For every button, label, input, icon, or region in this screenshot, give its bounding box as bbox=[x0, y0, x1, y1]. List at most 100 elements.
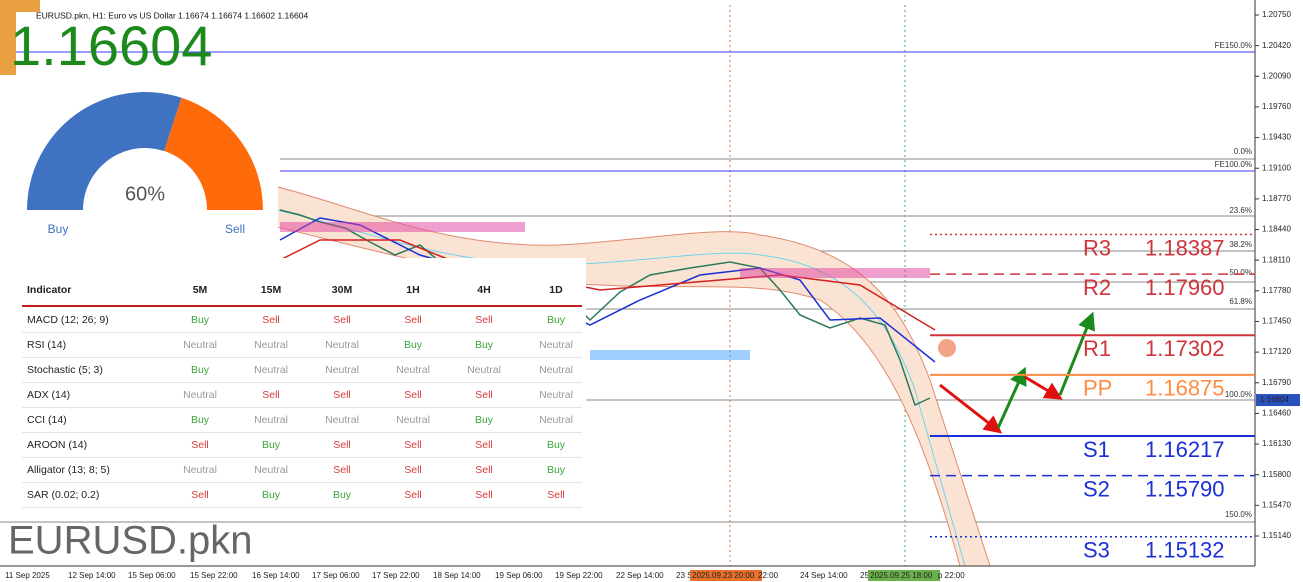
time-label: 2025.09.23 20:00 bbox=[692, 571, 755, 580]
time-label: 17 Sep 22:00 bbox=[372, 571, 420, 580]
signal-cell: Buy bbox=[547, 439, 566, 451]
tick-label: 1.19760 bbox=[1262, 102, 1291, 111]
gauge bbox=[27, 91, 263, 210]
time-label: 23 S bbox=[676, 571, 692, 580]
signal-cell: Neutral bbox=[539, 414, 573, 426]
signal-cell: Neutral bbox=[539, 389, 573, 401]
signal-cell: Buy bbox=[475, 339, 494, 351]
signal-cell: Sell bbox=[333, 314, 351, 326]
gauge-sell bbox=[164, 97, 263, 210]
signal-cell: Buy bbox=[547, 314, 566, 326]
signal-cell: Sell bbox=[547, 489, 565, 501]
time-label: 24 Sep 14:00 bbox=[800, 571, 848, 580]
time-highlight bbox=[868, 570, 940, 581]
indicator-name: RSI (14) bbox=[27, 339, 66, 351]
signal-cell: Neutral bbox=[325, 364, 359, 376]
corner bbox=[0, 0, 40, 75]
pivot-name: PP bbox=[1083, 376, 1112, 401]
time-label: 22 Sep 14:00 bbox=[616, 571, 664, 580]
marker bbox=[938, 339, 956, 357]
tick-label: 1.19430 bbox=[1262, 133, 1291, 142]
indicator-name: ADX (14) bbox=[27, 389, 70, 401]
zone bbox=[590, 350, 750, 360]
pivot-name: S2 bbox=[1083, 476, 1110, 501]
pivot-value: 1.18387 bbox=[1145, 235, 1225, 260]
table-panel bbox=[10, 258, 586, 510]
indicator-name: MACD (12; 26; 9) bbox=[27, 314, 109, 326]
fib-label: FE100.0% bbox=[1215, 160, 1252, 169]
signal-cell: Buy bbox=[404, 339, 423, 351]
price-axis: 1.20750 1.20420 1.20090 1.19760 1.19430 1.191… bbox=[1255, 10, 1300, 540]
fib-label: 38.2% bbox=[1229, 240, 1252, 249]
signal-cell: Sell bbox=[333, 464, 351, 476]
signal-cell: Sell bbox=[333, 439, 351, 451]
signal-cell: Neutral bbox=[325, 339, 359, 351]
buy-label: Buy bbox=[48, 222, 69, 236]
tick-label: 1.18440 bbox=[1262, 225, 1291, 234]
fib-labels: FE150.0% FE100.0% 0.0% 23.6% 38.2% 50.0% 61.8%… bbox=[1215, 41, 1252, 519]
pivot-value: 1.16217 bbox=[1145, 437, 1225, 462]
current-price-box bbox=[1256, 394, 1300, 407]
indicator-table: Indicator 5M 15M 30M 1H 4H 1D MACD (12; 26; 9) B… bbox=[22, 284, 582, 508]
table-header: 5M bbox=[193, 284, 208, 296]
signal-cell: Neutral bbox=[396, 414, 430, 426]
signal-cell: Sell bbox=[262, 389, 280, 401]
arrow bbox=[996, 366, 1027, 429]
signal-cell: Sell bbox=[404, 489, 422, 501]
pivot-value: 1.17302 bbox=[1145, 336, 1225, 361]
signal-cell: Buy bbox=[333, 489, 352, 501]
tick-label: 1.15140 bbox=[1262, 531, 1291, 540]
gauge-buy bbox=[27, 91, 182, 210]
signal-cell: Neutral bbox=[254, 364, 288, 376]
indicator-name: Alligator (13; 8; 5) bbox=[27, 464, 110, 476]
signal-cell: Sell bbox=[191, 439, 209, 451]
indicator-name: Stochastic (5; 3) bbox=[27, 364, 103, 376]
signal-cell: Buy bbox=[191, 364, 210, 376]
pivot-value: 1.15790 bbox=[1145, 476, 1225, 501]
time-label: 19 Sep 06:00 bbox=[495, 571, 543, 580]
fib-label: 23.6% bbox=[1229, 206, 1252, 215]
tick-label: 1.16790 bbox=[1262, 378, 1291, 387]
time-label: 22:00 bbox=[758, 571, 779, 580]
zone bbox=[280, 222, 525, 232]
pivot-value: 1.17960 bbox=[1145, 275, 1225, 300]
fib-label: 150.0% bbox=[1225, 510, 1252, 519]
time-label: 15 Sep 22:00 bbox=[190, 571, 238, 580]
fib-label: FE150.0% bbox=[1215, 41, 1252, 50]
signal-cell: Sell bbox=[404, 464, 422, 476]
tick-label: 1.17780 bbox=[1262, 286, 1291, 295]
signal-cell: Neutral bbox=[396, 364, 430, 376]
table-header: 4H bbox=[477, 284, 490, 296]
signal-cell: Neutral bbox=[467, 364, 501, 376]
arrow bbox=[1024, 375, 1063, 400]
fib-label: 61.8% bbox=[1229, 297, 1252, 306]
time-label: 19 Sep 22:00 bbox=[555, 571, 603, 580]
signal-cell: Buy bbox=[191, 314, 210, 326]
tick-label: 1.19100 bbox=[1262, 163, 1291, 172]
price-big: 1.16604 bbox=[10, 14, 212, 77]
tick-label: 1.18770 bbox=[1262, 194, 1291, 203]
gauge-label: 60% bbox=[125, 183, 165, 205]
signal-cell: Buy bbox=[262, 439, 281, 451]
tick-label: 1.15800 bbox=[1262, 470, 1291, 479]
signal-cell: Sell bbox=[404, 389, 422, 401]
signal-cell: Sell bbox=[475, 439, 493, 451]
signal-cell: Neutral bbox=[254, 339, 288, 351]
table-header: 1H bbox=[406, 284, 419, 296]
time-label: 18 Sep 14:00 bbox=[433, 571, 481, 580]
time-label: 11 Sep 2025 bbox=[5, 571, 50, 580]
tick-label: 1.20420 bbox=[1262, 41, 1291, 50]
indicator-name: SAR (0.02; 0.2) bbox=[27, 489, 99, 501]
tick-label: 1.15470 bbox=[1262, 500, 1291, 509]
signal-cell: Sell bbox=[475, 314, 493, 326]
watermark: EURUSD.pkn bbox=[8, 519, 253, 563]
signal-cell: Buy bbox=[547, 464, 566, 476]
signal-cell: Neutral bbox=[183, 464, 217, 476]
tick-label: 1.20750 bbox=[1262, 10, 1291, 19]
signal-cell: Neutral bbox=[254, 414, 288, 426]
pivot-name: S1 bbox=[1083, 437, 1110, 462]
pivot-value: 1.15132 bbox=[1145, 538, 1225, 563]
time-axis: 11 Sep 2025 12 Sep 14:00 15 Sep 06:00 15 Se… bbox=[5, 570, 965, 581]
time-label: p 22:00 bbox=[938, 571, 965, 580]
